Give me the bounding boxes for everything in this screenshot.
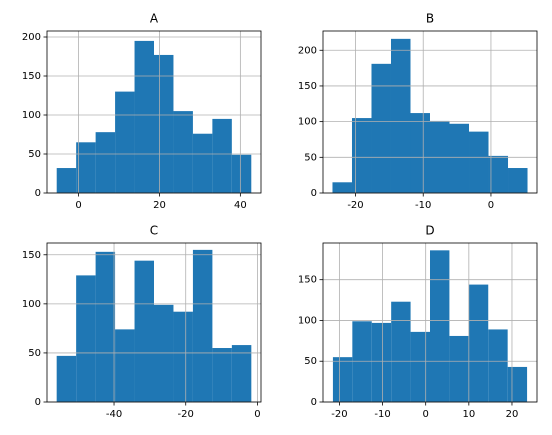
bar bbox=[449, 335, 469, 402]
y-tick-label: 150 bbox=[22, 71, 41, 82]
bar bbox=[332, 182, 352, 193]
x-tick-label: 0 bbox=[488, 200, 494, 211]
x-tick-label: -40 bbox=[106, 409, 122, 420]
x-tick-label: 20 bbox=[506, 409, 519, 420]
y-tick-label: 50 bbox=[28, 348, 41, 359]
bar bbox=[332, 357, 353, 402]
y-tick-label: 0 bbox=[35, 188, 41, 199]
y-tick-label: 100 bbox=[22, 110, 41, 121]
y-tick-label: 50 bbox=[304, 152, 317, 163]
axes-frame bbox=[46, 30, 262, 194]
bar bbox=[192, 133, 213, 193]
x-tick-label: -10 bbox=[374, 409, 390, 420]
x-tick-label: -20 bbox=[178, 409, 194, 420]
y-tick-label: 0 bbox=[311, 188, 317, 199]
bar bbox=[95, 132, 116, 193]
bar bbox=[154, 54, 174, 193]
bar bbox=[115, 329, 135, 402]
bar bbox=[488, 329, 508, 402]
y-tick-label: 150 bbox=[22, 250, 41, 261]
subplot-title: C bbox=[150, 224, 158, 238]
bar bbox=[76, 275, 96, 402]
bar bbox=[115, 91, 135, 193]
bar bbox=[212, 348, 232, 402]
y-tick-label: 100 bbox=[22, 299, 41, 310]
bar bbox=[134, 260, 154, 402]
bar bbox=[469, 131, 489, 193]
axes-frame bbox=[46, 242, 262, 403]
bar bbox=[352, 321, 372, 402]
y-tick-label: 100 bbox=[298, 315, 317, 326]
bar bbox=[468, 284, 489, 402]
bar bbox=[390, 38, 411, 193]
y-tick-label: 100 bbox=[298, 117, 317, 128]
y-tick-label: 50 bbox=[28, 149, 41, 160]
bar bbox=[371, 322, 392, 402]
x-tick-label: 0 bbox=[75, 200, 81, 211]
x-tick-label: 0 bbox=[422, 409, 428, 420]
bar bbox=[76, 142, 96, 193]
bar bbox=[192, 249, 213, 402]
axes-frame bbox=[322, 242, 538, 403]
subplot-title: A bbox=[150, 12, 159, 26]
subplot-title: D bbox=[425, 224, 434, 238]
bar bbox=[371, 63, 391, 194]
bar bbox=[173, 111, 193, 193]
x-tick-label: -10 bbox=[415, 200, 431, 211]
bar bbox=[173, 311, 193, 402]
x-tick-label: 0 bbox=[254, 409, 260, 420]
bar bbox=[430, 250, 450, 402]
bar bbox=[410, 113, 430, 193]
bar bbox=[134, 40, 154, 193]
y-tick-label: 0 bbox=[35, 397, 41, 408]
x-tick-label: -20 bbox=[347, 200, 363, 211]
x-tick-label: 40 bbox=[234, 200, 247, 211]
bar bbox=[410, 331, 430, 402]
bar bbox=[449, 123, 470, 193]
bar bbox=[507, 366, 528, 402]
bar bbox=[391, 301, 411, 402]
bar bbox=[231, 345, 252, 402]
bar bbox=[56, 355, 77, 402]
y-tick-label: 50 bbox=[304, 356, 317, 367]
x-tick-label: -20 bbox=[331, 409, 347, 420]
y-tick-label: 200 bbox=[22, 32, 41, 43]
bar bbox=[154, 304, 174, 402]
bar bbox=[95, 251, 116, 402]
y-tick-label: 0 bbox=[311, 397, 317, 408]
bar bbox=[508, 168, 528, 193]
subplot-title: B bbox=[426, 12, 434, 26]
x-tick-label: 20 bbox=[153, 200, 166, 211]
y-tick-label: 200 bbox=[298, 45, 317, 56]
bar bbox=[231, 154, 252, 193]
bar bbox=[56, 168, 77, 193]
bar bbox=[488, 155, 509, 193]
bar bbox=[351, 118, 372, 193]
bar bbox=[212, 118, 232, 193]
axes-frame bbox=[322, 30, 538, 194]
y-tick-label: 150 bbox=[298, 275, 317, 286]
x-tick-label: 10 bbox=[462, 409, 475, 420]
y-tick-label: 150 bbox=[298, 81, 317, 92]
